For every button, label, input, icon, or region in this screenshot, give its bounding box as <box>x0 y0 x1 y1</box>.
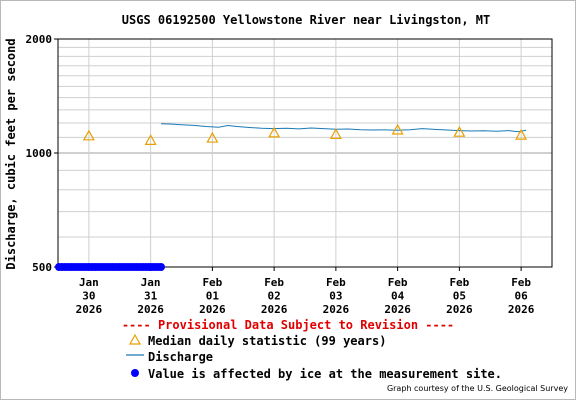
x-tick-label: 2026 <box>137 303 164 316</box>
x-tick-label: Feb <box>511 276 531 289</box>
dot-icon <box>131 369 139 377</box>
legend-ice-label: Value is affected by ice at the measurem… <box>148 367 503 381</box>
courtesy-note: Graph courtesy of the U.S. Geological Su… <box>386 384 568 393</box>
x-tick-label: 2026 <box>508 303 535 316</box>
x-tick-label: 2026 <box>323 303 350 316</box>
x-tick-label: 05 <box>453 290 466 303</box>
x-axis-ticks: Jan302026Jan312026Feb012026Feb022026Feb0… <box>76 267 535 316</box>
y-axis-label: Discharge, cubic feet per second <box>4 38 18 269</box>
x-tick-label: 2026 <box>76 303 103 316</box>
x-tick-label: 06 <box>515 290 529 303</box>
gridlines <box>58 38 552 267</box>
x-tick-label: Feb <box>264 276 284 289</box>
x-tick-label: Jan <box>79 276 99 289</box>
ice-point <box>157 263 165 271</box>
median-point <box>453 125 466 137</box>
y-tick-label: 500 <box>32 261 52 274</box>
x-tick-label: Feb <box>388 276 408 289</box>
chart-title: USGS 06192500 Yellowstone River near Liv… <box>122 13 490 27</box>
x-tick-label: 2026 <box>446 303 473 316</box>
chart-marks <box>55 123 528 271</box>
median-point <box>329 128 342 139</box>
x-tick-label: Feb <box>202 276 222 289</box>
x-tick-label: Feb <box>449 276 469 289</box>
x-tick-label: 2026 <box>384 303 411 316</box>
x-tick-label: 2026 <box>261 303 288 316</box>
median-point <box>144 134 157 145</box>
discharge-line <box>161 123 527 133</box>
x-tick-label: 01 <box>206 290 220 303</box>
median-point <box>391 123 404 135</box>
x-tick-label: Jan <box>141 276 161 289</box>
legend-discharge-label: Discharge <box>148 350 214 364</box>
x-tick-label: 30 <box>82 290 95 303</box>
x-tick-label: 02 <box>268 290 281 303</box>
median-point <box>206 131 219 143</box>
x-tick-label: 04 <box>391 290 405 303</box>
y-axis-ticks: 500 1000 2000 <box>26 33 58 274</box>
median-point <box>268 126 281 138</box>
y-tick-label: 2000 <box>26 33 53 46</box>
line-icon <box>126 354 144 356</box>
provisional-notice: ---- Provisional Data Subject to Revisio… <box>121 318 455 332</box>
x-tick-label: 03 <box>329 290 342 303</box>
discharge-chart: USGS 06192500 Yellowstone River near Liv… <box>4 13 553 316</box>
x-tick-label: Feb <box>326 276 346 289</box>
triangle-icon <box>128 333 142 345</box>
x-tick-label: 31 <box>144 290 158 303</box>
x-tick-label: 2026 <box>199 303 226 316</box>
median-point <box>82 129 95 141</box>
median-point <box>515 128 528 140</box>
y-tick-label: 1000 <box>26 147 53 160</box>
legend-median-label: Median daily statistic (99 years) <box>148 334 387 348</box>
